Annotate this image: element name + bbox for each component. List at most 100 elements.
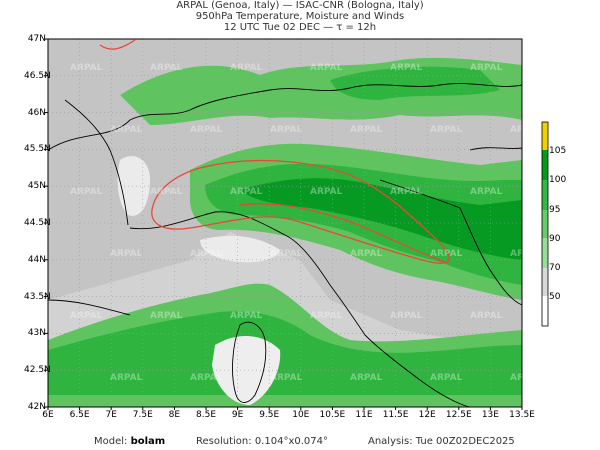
lon-label: 8E [168,410,181,420]
lat-label: 43.5N [24,291,51,302]
lon-label: 13.5E [509,410,535,420]
lon-label: 12.5E [445,410,472,420]
watermark-text: ARPAL [70,311,103,321]
colorbar-label-90: 90 [549,234,561,244]
watermarks: ARPAL ARPAL ARPAL ARPAL ARPAL ARPAL ARPAL ARPAL… [70,63,543,383]
watermark-text: ARPAL [430,125,463,135]
footer-analysis-label: Analysis: [368,436,413,447]
colorbar-segment-80 [542,238,548,268]
watermark-text: ARPAL [70,63,103,73]
contour-po-valley [151,159,450,264]
lon-label: 6.5E [69,410,90,420]
lat-label: 42.5N [24,365,51,376]
lat-label: 47N [27,34,46,44]
green-core-north [330,66,500,100]
adriatic-coast [379,179,522,306]
footer-resolution-value: 0.104°x0.074° [254,436,328,447]
watermark-text: ARPAL [390,63,423,73]
watermark-text: ARPAL [390,311,423,321]
colorbar-frame [541,121,549,327]
french-riviera-coast [48,299,131,316]
footer-resolution-label: Resolution: [196,436,252,447]
watermark-text: ARPAL [150,187,183,197]
watermark-text: ARPAL [510,125,543,135]
watermark-text: ARPAL [270,249,303,259]
light-patch-ligurian [200,235,280,263]
watermark-text: ARPAL [350,373,383,383]
footer-model-label: Model: [94,436,128,447]
header-line-3: 12 UTC Tue 02 DEC — τ = 12h [223,22,377,33]
lat-label: 45N [27,181,46,192]
french-border [64,99,129,226]
lon-label: 7E [105,410,117,420]
coastlines [48,83,522,407]
watermark-text: ARPAL [190,249,223,259]
watermark-text: ARPAL [310,63,343,73]
watermark-text: ARPAL [190,373,223,383]
colorbar [541,121,549,327]
tyrrhenian-coast [364,334,471,407]
lon-label: 8.5E [196,410,216,420]
lon-label: 10E [292,410,310,420]
colorbar-label-100: 100 [549,175,567,185]
footer-analysis-value: Tue 00Z02DEC2025 [415,436,515,447]
corsica-coast [232,321,267,403]
alps-border [48,83,522,151]
lon-label: 9E [231,410,244,420]
light-patch-west [117,156,150,216]
lat-label: 42N [27,402,46,412]
lon-label: 10.5E [319,410,346,420]
lon-label: 11.5E [382,410,409,420]
lat-label: 45.5N [24,144,51,155]
temperature-contours [99,39,450,264]
lon-label: 9.5E [259,410,280,420]
axis-ticks [44,38,523,410]
watermark-text: ARPAL [390,187,423,197]
watermark-text: ARPAL [310,187,343,197]
watermark-text: ARPAL [430,249,463,259]
contour-inner [239,203,446,263]
watermark-text: ARPAL [510,249,543,259]
colorbar-segment-90 [542,210,548,238]
watermark-text: ARPAL [230,63,263,73]
watermark-text: ARPAL [110,249,143,259]
watermark-text: ARPAL [270,125,303,135]
footer-model: Model: bolam [94,436,165,448]
lon-label: 11E [355,410,373,420]
lon-label: 7.5E [132,410,153,420]
graticule [48,39,522,407]
lat-label: 43N [27,328,46,339]
light-patch-corsica [212,335,281,405]
watermark-text: ARPAL [230,311,263,321]
colorbar-label-70: 70 [549,263,561,273]
watermark-text: ARPAL [110,125,143,135]
colorbar-label-95: 95 [549,205,561,215]
colorbar-segment-95 [542,180,548,210]
watermark-text: ARPAL [230,187,263,197]
green-mid-south [48,311,522,395]
lon-label: 12E [418,410,436,420]
colorbar-label-50: 50 [549,292,561,302]
lat-label: 46N [27,107,46,118]
watermark-text: ARPAL [190,125,223,135]
watermark-text: ARPAL [70,187,103,197]
contour-north [99,39,136,50]
watermark-text: ARPAL [150,63,183,73]
colorbar-segment-70 [542,268,548,296]
lat-label: 44.5N [24,218,51,228]
watermark-text: ARPAL [470,187,503,197]
watermark-text: ARPAL [430,373,463,383]
lat-label: 46.5N [24,70,51,81]
slovenia-border [469,147,522,151]
colorbar-segment-105 [542,122,548,150]
colorbar-segment-100 [542,150,548,180]
footer-resolution: Resolution: 0.104°x0.074° [196,436,328,448]
header-line-1: ARPAL (Genoa, Italy) — ISAC-CNR (Bologna… [176,0,424,11]
header-line-2: 950hPa Temperature, Moisture and Winds [195,11,405,22]
lon-label: 6E [42,410,54,420]
watermark-text: ARPAL [350,125,383,135]
map-field: ARPAL ARPAL ARPAL ARPAL ARPAL ARPAL ARPAL ARPAL… [48,39,543,407]
watermark-text: ARPAL [470,311,503,321]
watermark-text: ARPAL [150,311,183,321]
